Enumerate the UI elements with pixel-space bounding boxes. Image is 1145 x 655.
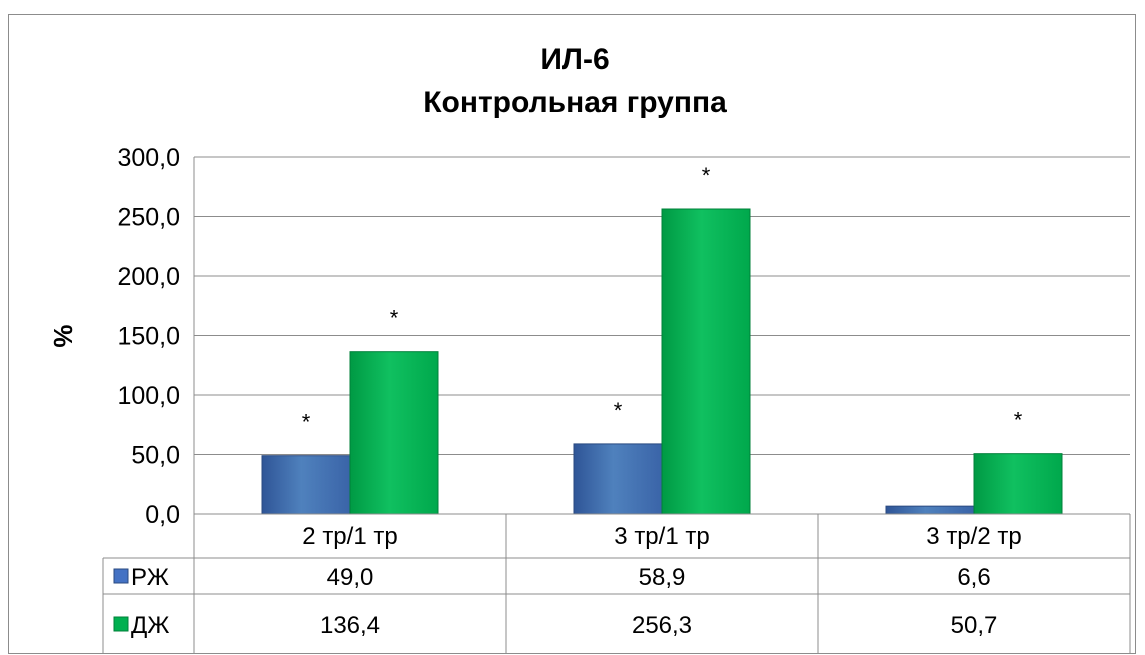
bar-РЖ-1 (261, 455, 351, 515)
y-tick-label: 250,0 (117, 204, 180, 232)
y-tick-label: 0,0 (145, 501, 180, 529)
y-axis-label: % (48, 324, 78, 347)
data-label: 50,7 (951, 612, 998, 639)
data-label: 6,6 (957, 564, 990, 591)
chart-title-line2: Контрольная группа (423, 86, 727, 119)
category-label: 2 тр/1 тр (302, 523, 397, 550)
y-tick-labels: 0,0 50,0 100,0 150,0 200,0 250,0 300,0 (117, 144, 180, 529)
significance-star: * (390, 306, 399, 331)
data-label: 49,0 (327, 564, 374, 591)
y-tick-label: 50,0 (131, 442, 180, 470)
data-table: 2 тр/1 тр 3 тр/1 тр 3 тр/2 тр РЖ 49,0 58,9 6,6… (102, 513, 1131, 654)
data-label: 136,4 (320, 612, 380, 639)
bar-РЖ-2 (573, 443, 663, 515)
significance-star: * (702, 163, 711, 188)
data-label: 256,3 (632, 612, 692, 639)
significance-star: * (614, 398, 623, 423)
legend-entry: ДЖ (131, 612, 169, 639)
bar-ДЖ-1 (349, 351, 439, 515)
bar-ДЖ-3 (973, 453, 1063, 515)
category-label: 3 тр/1 тр (614, 523, 709, 550)
bars (261, 208, 1063, 515)
y-tick-label: 200,0 (117, 263, 180, 291)
significance-star: * (1014, 408, 1023, 433)
legend-swatch-ДЖ (113, 616, 129, 632)
significance-star: * (302, 410, 311, 435)
y-tick-label: 100,0 (117, 382, 180, 410)
bar-ДЖ-2 (661, 208, 751, 515)
category-label: 3 тр/2 тр (926, 523, 1021, 550)
y-tick-label: 300,0 (117, 144, 180, 172)
significance-markers: * * * * * (302, 163, 1023, 435)
bar-РЖ-3 (885, 505, 975, 515)
legend-entry: РЖ (131, 564, 169, 591)
chart-frame (8, 14, 1136, 654)
y-tick-label: 150,0 (117, 323, 180, 351)
legend-swatch-РЖ (113, 568, 129, 584)
data-label: 58,9 (639, 564, 686, 591)
chart-title-line1: ИЛ-6 (540, 43, 609, 76)
